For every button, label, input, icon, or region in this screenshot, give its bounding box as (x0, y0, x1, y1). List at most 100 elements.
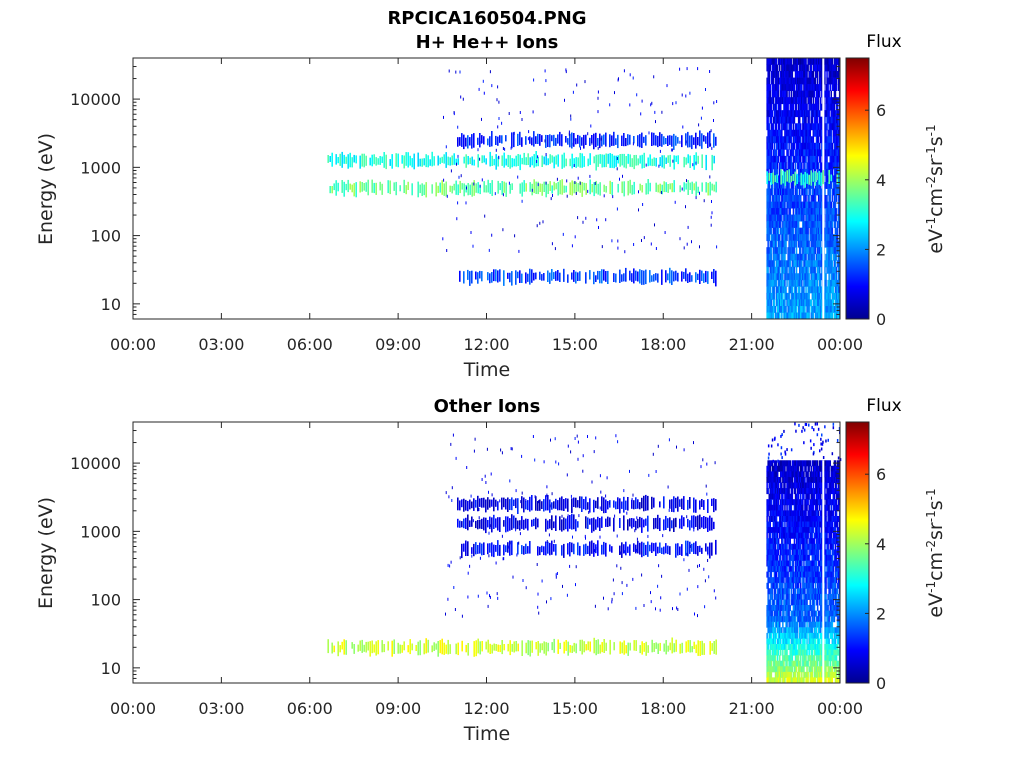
heat-cell (787, 58, 789, 65)
heat-cell (775, 521, 778, 528)
heat-cell (821, 299, 823, 307)
heat-cell (833, 97, 836, 105)
heat-cell (820, 499, 822, 506)
heat-cell (789, 168, 791, 176)
heat-cell (774, 182, 777, 189)
heat-cell (773, 299, 776, 307)
heat-cell (831, 593, 834, 600)
heat-cell (816, 312, 819, 320)
heat-cell (814, 97, 817, 105)
heat-cell (837, 560, 840, 567)
heat-cell (786, 188, 788, 196)
heat-cell (816, 253, 819, 261)
heat-cell (786, 460, 788, 467)
heat-cell (795, 123, 798, 131)
heat-cell (780, 240, 782, 248)
heat-cell (780, 465, 782, 472)
heat-cell (777, 182, 780, 189)
heat-band-mark (627, 153, 629, 164)
heat-cell (776, 504, 779, 511)
heat-cell (785, 123, 787, 131)
heat-cell (779, 110, 781, 118)
heat-band-mark (543, 273, 545, 281)
heat-cell (808, 571, 810, 578)
heat-cell (785, 488, 787, 495)
heat-band-mark (351, 184, 353, 193)
heat-cell (812, 465, 815, 472)
heat-cell (781, 129, 783, 137)
heat-cell (819, 142, 821, 150)
heat-cell (830, 488, 832, 495)
heat-cell (825, 465, 827, 472)
heat-cell (833, 312, 836, 320)
heat-cell (769, 493, 771, 500)
heat-cell (806, 77, 808, 85)
heat-cell (830, 571, 832, 578)
heat-cell (771, 471, 774, 478)
heat-cell (781, 465, 783, 472)
heat-cell (811, 123, 814, 131)
heat-cell (799, 149, 801, 157)
heat-cell (821, 521, 823, 528)
heat-cell (774, 247, 777, 255)
heat-band-mark (643, 152, 645, 168)
heat-cell (785, 221, 787, 228)
heat-cell (808, 493, 810, 500)
heat-cell (771, 97, 774, 105)
heat-cell (800, 493, 802, 500)
heat-cell (808, 201, 810, 209)
heat-cell (773, 247, 776, 255)
heat-cell (807, 214, 809, 222)
heat-cell (768, 306, 770, 313)
heat-cell (795, 471, 798, 478)
heat-cell (808, 566, 810, 573)
heat-cell (792, 499, 795, 506)
heat-cell (775, 103, 778, 111)
heat-cell (807, 286, 809, 294)
heat-cell (828, 116, 830, 124)
heat-cell (789, 149, 791, 157)
heat-cell (783, 532, 785, 539)
heat-cell (769, 142, 771, 150)
heat-cell (768, 64, 770, 72)
heat-cell (773, 465, 776, 472)
heat-cell (809, 77, 811, 85)
heat-cell (800, 560, 802, 567)
heat-cell (796, 260, 799, 268)
heat-band-mark (475, 271, 477, 280)
heat-cell (786, 538, 788, 545)
heat-band-mark (533, 131, 535, 147)
heat-cell (767, 549, 769, 556)
heat-cell (781, 155, 783, 163)
heat-cell (768, 588, 770, 595)
heat-cell (792, 460, 795, 467)
heat-cell (790, 566, 793, 573)
heat-cell (830, 116, 832, 124)
heat-band-mark (521, 157, 523, 165)
heat-cell (786, 266, 788, 274)
heat-cell (815, 260, 818, 268)
heat-cell (796, 273, 799, 281)
heat-cell (800, 273, 802, 281)
heat-cell (826, 299, 828, 307)
heat-band-mark (515, 270, 517, 285)
heat-speck (513, 131, 515, 135)
heat-cell (826, 77, 828, 85)
heat-cell (766, 292, 768, 300)
heat-band-mark (445, 181, 447, 197)
heat-cell (769, 175, 771, 183)
heat-cell (804, 460, 806, 467)
heat-cell (829, 253, 831, 261)
heat-cell (771, 588, 774, 595)
heat-cell (813, 253, 816, 261)
heat-cell (786, 532, 788, 539)
heat-cell (833, 471, 836, 478)
heat-cell (831, 286, 834, 294)
heat-cell (834, 516, 837, 522)
heat-cell (783, 566, 785, 573)
heat-cell (824, 482, 826, 489)
heat-cell (826, 266, 828, 274)
heat-cell (769, 84, 771, 91)
heat-cell (819, 582, 821, 589)
heat-cell (777, 273, 780, 281)
